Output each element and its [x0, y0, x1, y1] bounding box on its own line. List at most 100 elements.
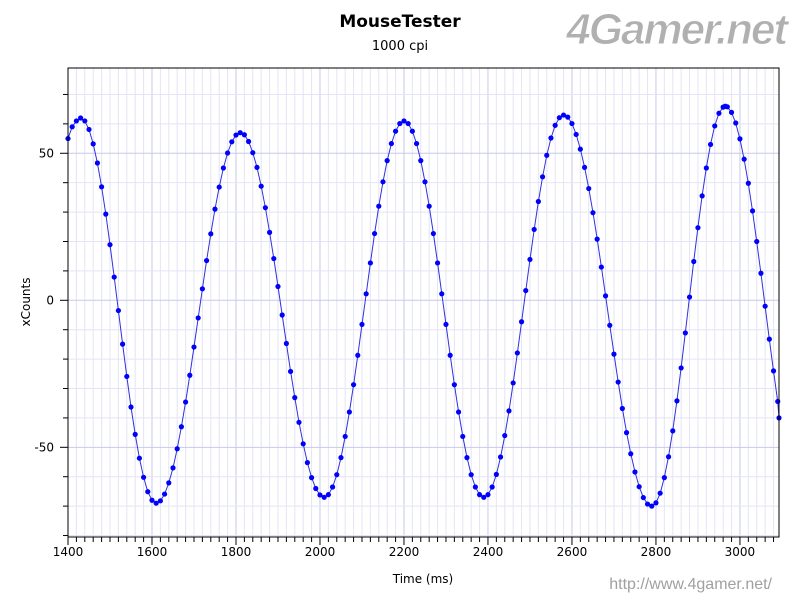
- data-point: [724, 104, 730, 110]
- data-point: [439, 291, 445, 297]
- data-point: [464, 455, 470, 461]
- data-point: [182, 399, 189, 405]
- data-point: [317, 492, 323, 498]
- data-point: [586, 185, 592, 192]
- data-point: [107, 242, 113, 248]
- data-point: [569, 120, 575, 127]
- data-point: [682, 330, 688, 336]
- data-point: [124, 373, 130, 380]
- data-point: [560, 112, 567, 118]
- data-point: [481, 494, 487, 500]
- data-point: [136, 455, 142, 461]
- data-point: [640, 494, 646, 501]
- data-point: [338, 455, 344, 461]
- data-point: [615, 379, 621, 385]
- data-point: [166, 480, 172, 486]
- data-point: [388, 140, 394, 147]
- data-point: [111, 274, 117, 280]
- data-point: [678, 365, 684, 371]
- data-point: [292, 395, 298, 401]
- data-point: [775, 398, 781, 405]
- x-tick-label: 2400: [473, 545, 504, 559]
- data-point: [556, 115, 562, 121]
- data-point: [329, 484, 336, 490]
- data-point: [275, 283, 281, 290]
- data-point: [447, 352, 453, 358]
- data-point: [73, 118, 79, 124]
- data-point: [392, 128, 399, 134]
- data-point: [426, 203, 432, 209]
- chart-subtitle: 1000 cpi: [372, 39, 428, 54]
- data-point: [287, 368, 294, 375]
- data-point: [594, 236, 600, 242]
- data-point: [455, 409, 462, 415]
- x-tick-label: 2600: [557, 545, 588, 559]
- data-point: [371, 230, 378, 237]
- data-point: [304, 460, 310, 466]
- y-tick-label: -50: [34, 440, 54, 454]
- data-point: [770, 368, 777, 374]
- data-point: [619, 405, 625, 412]
- data-point: [707, 141, 714, 148]
- data-point: [258, 183, 264, 189]
- data-point: [367, 260, 373, 266]
- data-point: [82, 118, 88, 124]
- data-point: [321, 494, 327, 500]
- data-point: [695, 225, 701, 231]
- data-point: [741, 156, 747, 162]
- data-point: [577, 146, 583, 152]
- data-point: [363, 291, 369, 297]
- data-point: [539, 174, 546, 180]
- y-axis-label: xCounts: [19, 278, 33, 327]
- data-point: [195, 315, 201, 321]
- data-point: [691, 258, 697, 265]
- data-point: [308, 475, 315, 481]
- data-point: [644, 501, 651, 507]
- data-point: [749, 208, 756, 214]
- data-point: [485, 492, 491, 498]
- x-tick-label: 2000: [305, 545, 336, 559]
- data-point: [94, 160, 100, 166]
- data-point: [766, 336, 772, 342]
- data-point: [628, 451, 634, 457]
- data-point: [245, 138, 252, 145]
- data-point: [397, 120, 403, 127]
- data-point: [355, 352, 361, 358]
- data-point: [149, 497, 155, 503]
- x-axis-label: Time (ms): [392, 572, 454, 586]
- data-point: [422, 179, 428, 185]
- data-point: [140, 474, 147, 480]
- data-point: [69, 124, 75, 130]
- data-point: [535, 198, 541, 205]
- data-point: [476, 492, 483, 498]
- data-point: [376, 203, 382, 209]
- data-point: [472, 484, 478, 490]
- data-point: [418, 158, 424, 164]
- data-point: [716, 110, 722, 116]
- axis-ticks: 1400 1600 1800 2000 2200 2400 2600 2800 3000 -50 0…: [34, 93, 775, 559]
- data-point: [502, 432, 508, 439]
- x-tick-label: 2800: [641, 545, 672, 559]
- data-point: [346, 409, 352, 415]
- data-point: [493, 471, 499, 477]
- data-point: [699, 193, 705, 199]
- data-point: [203, 257, 210, 264]
- data-point: [359, 321, 365, 328]
- data-point: [90, 141, 96, 147]
- data-point: [401, 118, 407, 124]
- data-point: [632, 469, 638, 475]
- data-point: [623, 430, 630, 436]
- data-point: [430, 230, 436, 237]
- data-point: [380, 179, 386, 185]
- data-point: [237, 130, 243, 136]
- data-point: [325, 492, 331, 498]
- data-point: [208, 231, 214, 237]
- data-point: [220, 165, 226, 171]
- data-point: [161, 491, 168, 497]
- data-point: [527, 256, 533, 263]
- data-point: [590, 210, 596, 216]
- x-tick-label: 3000: [725, 545, 756, 559]
- data-point: [199, 286, 205, 292]
- data-point: [703, 165, 709, 171]
